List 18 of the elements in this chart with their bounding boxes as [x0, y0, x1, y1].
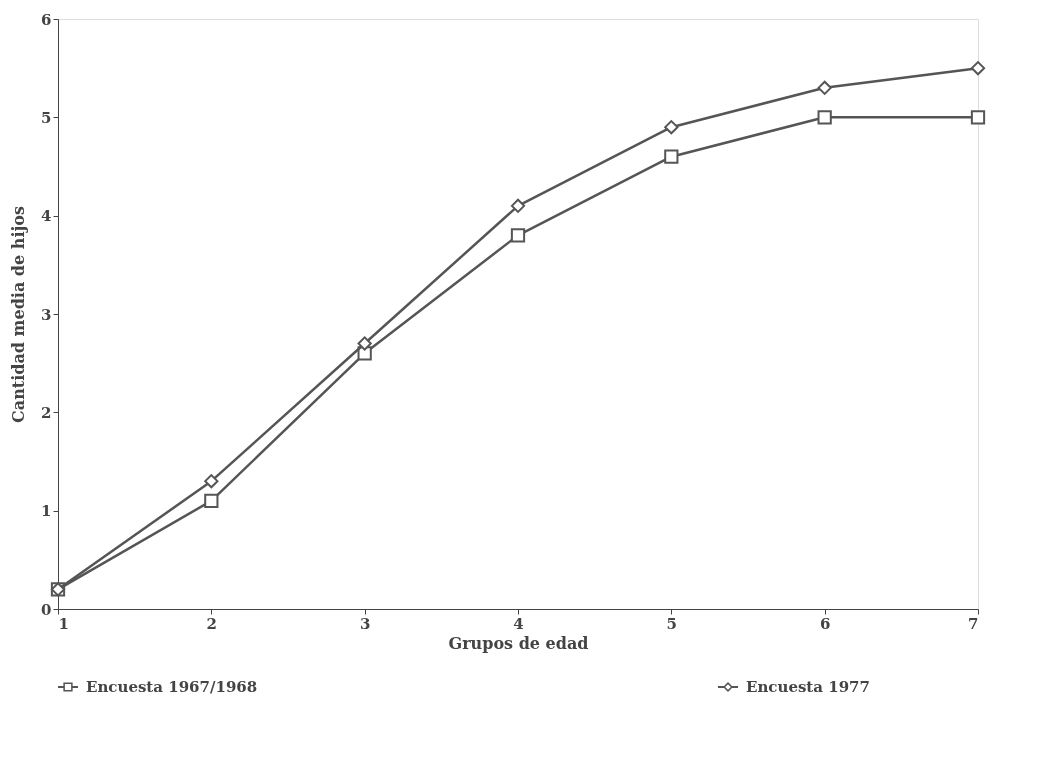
- y-tick-label: 6: [41, 10, 52, 29]
- x-tick-label: 7: [968, 614, 979, 633]
- x-tick-label: 3: [359, 614, 371, 633]
- y-tick-label: 3: [41, 305, 52, 324]
- x-tick-label: 2: [206, 614, 218, 633]
- y-tick-label: 2: [41, 403, 52, 422]
- legend-label: Encuesta 1967/1968: [86, 678, 258, 696]
- x-tick-label: 6: [819, 614, 831, 633]
- x-tick-label: 4: [513, 614, 524, 633]
- y-tick-label: 5: [41, 108, 52, 127]
- x-axis-title: Grupos de edad: [448, 633, 589, 653]
- y-tick-label: 4: [41, 207, 52, 226]
- x-tick-label: 5: [666, 614, 678, 633]
- y-axis-title: Cantidad media de hijos: [9, 206, 29, 423]
- legend-label: Encuesta 1977: [746, 678, 870, 696]
- y-tick-label: 0: [41, 600, 52, 619]
- y-tick-label: 1: [41, 502, 52, 521]
- x-tick-label: 1: [58, 614, 69, 633]
